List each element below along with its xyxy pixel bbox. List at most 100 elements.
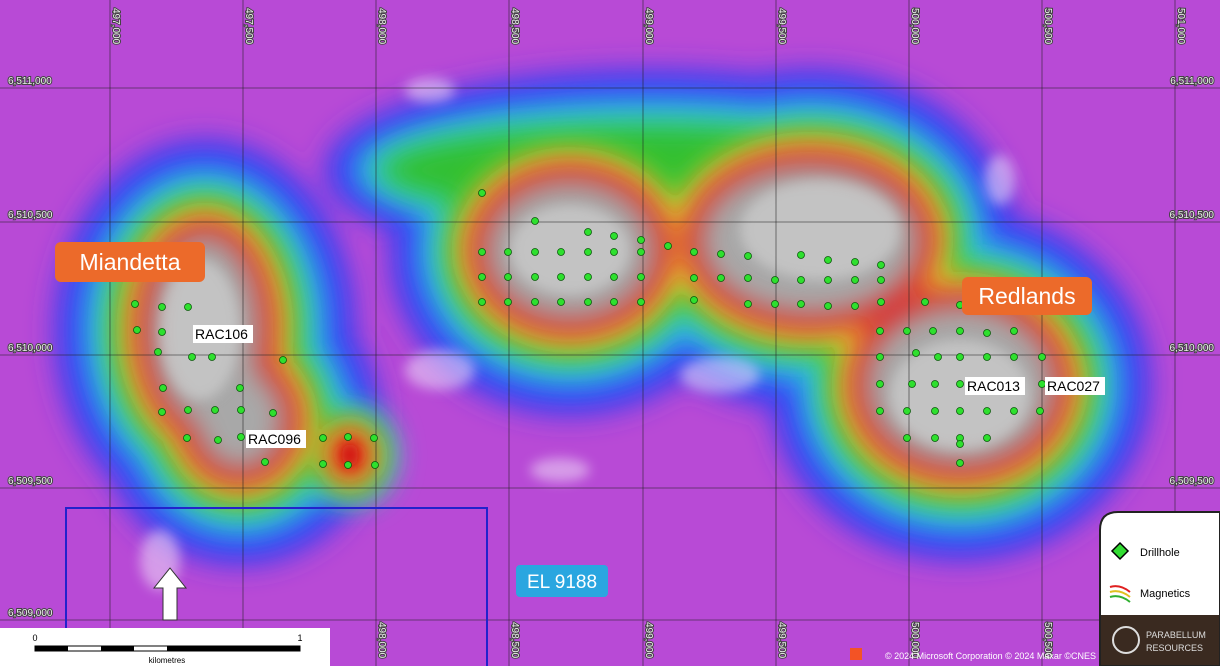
hole-label-box: [965, 377, 1025, 395]
anomaly-core-blob: [510, 205, 630, 295]
hole-label: RAC027: [1047, 378, 1100, 394]
drillhole: [717, 274, 725, 282]
drillhole: [610, 248, 618, 256]
drillhole: [903, 407, 911, 415]
logo-text: PARABELLUM: [1146, 630, 1206, 640]
drillhole: [319, 460, 327, 468]
easting-label: 500,500: [1042, 622, 1053, 659]
drillhole: [158, 328, 166, 336]
drillhole: [690, 274, 698, 282]
drillhole: [797, 251, 805, 259]
drillhole: [876, 353, 884, 361]
drillholes: [131, 189, 1046, 469]
drillhole: [637, 236, 645, 244]
drillhole: [637, 298, 645, 306]
pale-patch: [530, 458, 590, 482]
anomaly-core-blob: [740, 180, 900, 280]
easting-label: 499,000: [643, 8, 654, 45]
drillhole: [908, 380, 916, 388]
tenement-label: EL 9188: [527, 572, 597, 593]
northing-label: 6,509,500: [8, 476, 53, 487]
drillhole: [1010, 353, 1018, 361]
drillhole: [956, 380, 964, 388]
drillhole: [956, 440, 964, 448]
drillhole: [876, 327, 884, 335]
drillhole: [771, 276, 779, 284]
hole-label-box: [193, 325, 253, 343]
easting-label: 498,500: [509, 8, 520, 45]
drillhole: [531, 298, 539, 306]
drillhole: [771, 300, 779, 308]
easting-label: 500,000: [909, 622, 920, 659]
prospect-label: Redlands: [978, 283, 1075, 309]
drillhole: [344, 433, 352, 441]
northing-label: 6,511,000: [1170, 76, 1214, 87]
drillhole: [154, 348, 162, 356]
drillhole: [478, 298, 486, 306]
anomaly-core-blob: [342, 443, 358, 467]
hole-label-box: [1045, 377, 1105, 395]
northing-label: 6,510,500: [1170, 210, 1215, 221]
drillhole: [269, 409, 277, 417]
drillhole: [664, 242, 672, 250]
drillhole: [956, 353, 964, 361]
drillhole: [931, 380, 939, 388]
drillhole: [1036, 407, 1044, 415]
drillhole: [1010, 327, 1018, 335]
pale-patch: [985, 155, 1015, 205]
logo-mark: [1112, 626, 1140, 654]
drillhole: [610, 298, 618, 306]
legend-label: Drillhole: [1140, 547, 1180, 559]
drillhole: [744, 252, 752, 260]
drillhole: [851, 276, 859, 284]
prospect-label-box: [55, 242, 205, 282]
pale-patches: [140, 78, 1015, 590]
easting-label: 501,000: [1175, 8, 1186, 45]
drillhole: [744, 274, 752, 282]
drillhole: [877, 298, 885, 306]
drillhole: [637, 273, 645, 281]
drillhole: [584, 228, 592, 236]
legend-label: Magnetics: [1140, 588, 1191, 600]
drillhole: [956, 459, 964, 467]
drillhole: [478, 189, 486, 197]
easting-label: 499,500: [776, 622, 787, 659]
north-arrow: [152, 567, 188, 621]
drillhole: [690, 296, 698, 304]
pale-patch: [680, 357, 760, 393]
drillhole: [557, 248, 565, 256]
legend-magnetics-symbol: [1109, 585, 1131, 593]
tenement-label-box: [516, 565, 608, 597]
legend-magnetics-symbol: [1109, 595, 1131, 603]
drillhole: [183, 434, 191, 442]
northing-label: 6,509,500: [1170, 476, 1215, 487]
easting-label: 497,500: [243, 8, 254, 45]
drillhole: [797, 300, 805, 308]
hole-label: RAC106: [195, 326, 248, 342]
drillhole: [983, 407, 991, 415]
legend-drillhole-symbol: [1110, 541, 1130, 561]
drillhole: [504, 298, 512, 306]
drillhole: [131, 300, 139, 308]
easting-label: 498,000: [376, 622, 387, 659]
drillhole: [877, 261, 885, 269]
easting-label: 498,500: [509, 622, 520, 659]
drillhole: [851, 302, 859, 310]
drillhole: [903, 327, 911, 335]
drillhole: [531, 217, 539, 225]
drillhole: [876, 380, 884, 388]
drillhole: [371, 461, 379, 469]
drillhole: [637, 248, 645, 256]
drillhole: [531, 273, 539, 281]
northing-label: 6,511,000: [8, 76, 52, 87]
drillhole: [158, 303, 166, 311]
northing-label: 6,510,000: [8, 343, 53, 354]
drillhole: [983, 434, 991, 442]
drillhole: [279, 356, 287, 364]
drillhole: [531, 248, 539, 256]
drillhole: [478, 248, 486, 256]
logo-box: [1101, 615, 1219, 665]
drillhole: [478, 273, 486, 281]
drillhole: [214, 436, 222, 444]
